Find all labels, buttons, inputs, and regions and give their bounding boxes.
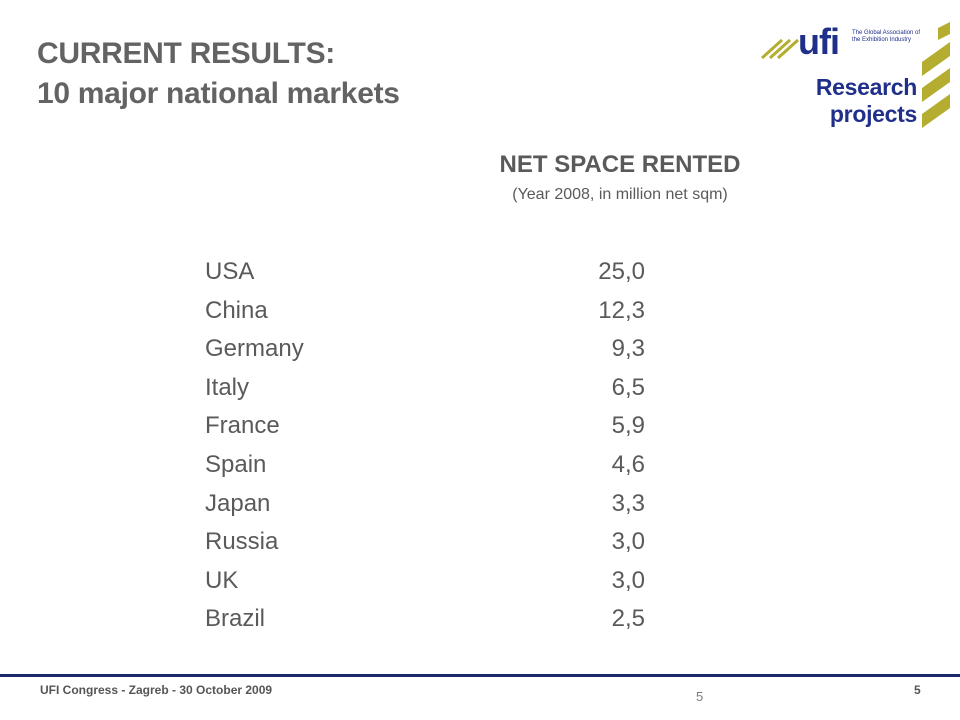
country-name: China	[205, 296, 268, 324]
slide-title: CURRENT RESULTS: 10 major national marke…	[37, 34, 400, 114]
ufi-swoosh-icon	[760, 38, 800, 60]
net-space-value: 25,0	[598, 258, 645, 285]
ufi-wordmark: ufi	[798, 21, 840, 62]
page-number: 5	[696, 689, 704, 704]
markets-table: USA 25,0 China 12,3 Germany 9,3 Italy 6,…	[205, 253, 645, 639]
table-row: China 12,3	[205, 292, 645, 331]
table-row: France 5,9	[205, 407, 645, 446]
table-row: USA 25,0	[205, 253, 645, 292]
country-name: Japan	[205, 489, 271, 517]
ufi-tagline: The Global Association of the Exhibition…	[852, 30, 921, 43]
research-projects-label: Research projects	[792, 74, 917, 128]
table-row: Italy 6,5	[205, 369, 645, 408]
footer-event-text: UFI Congress - Zagreb - 30 October 2009	[40, 683, 273, 697]
slide-title-line-2: 10 major national markets	[37, 77, 400, 110]
net-space-value: 9,3	[611, 335, 645, 363]
country-name: Italy	[205, 373, 250, 401]
net-space-value: 4,6	[611, 450, 645, 478]
net-space-value: 6,5	[611, 373, 645, 401]
table-row: UK 3,0	[205, 562, 645, 601]
research-label-line-1: Research	[815, 74, 917, 100]
country-name: Russia	[205, 528, 279, 556]
country-name: Germany	[205, 335, 304, 363]
table-subheading: (Year 2008, in million net sqm)	[512, 186, 728, 203]
footer-divider	[0, 674, 960, 677]
footer-slide-number: 5	[914, 683, 921, 697]
table-header: NET SPACE RENTED (Year 2008, in million …	[470, 148, 770, 208]
country-name: Spain	[205, 450, 267, 478]
olive-stripes-icon	[922, 22, 950, 128]
country-name: USA	[205, 258, 255, 285]
net-space-value: 3,0	[611, 528, 645, 556]
research-label-line-2: projects	[829, 101, 917, 127]
ufi-research-logo: ufi The Global Association of the Exhibi…	[760, 22, 952, 132]
net-space-value: 12,3	[598, 296, 645, 324]
table-row: Spain 4,6	[205, 446, 645, 485]
table-row: Brazil 2,5	[205, 600, 645, 639]
slide-title-line-1: CURRENT RESULTS:	[37, 37, 335, 70]
table-row: Germany 9,3	[205, 330, 645, 369]
net-space-value: 5,9	[611, 412, 645, 440]
table-row: Japan 3,3	[205, 485, 645, 524]
country-name: UK	[205, 566, 239, 594]
country-name: France	[205, 412, 280, 440]
country-name: Brazil	[205, 605, 266, 633]
net-space-value: 3,0	[611, 566, 645, 594]
net-space-value: 3,3	[611, 489, 645, 517]
table-row: Russia 3,0	[205, 523, 645, 562]
net-space-value: 2,5	[611, 605, 645, 633]
table-heading: NET SPACE RENTED	[499, 151, 741, 178]
